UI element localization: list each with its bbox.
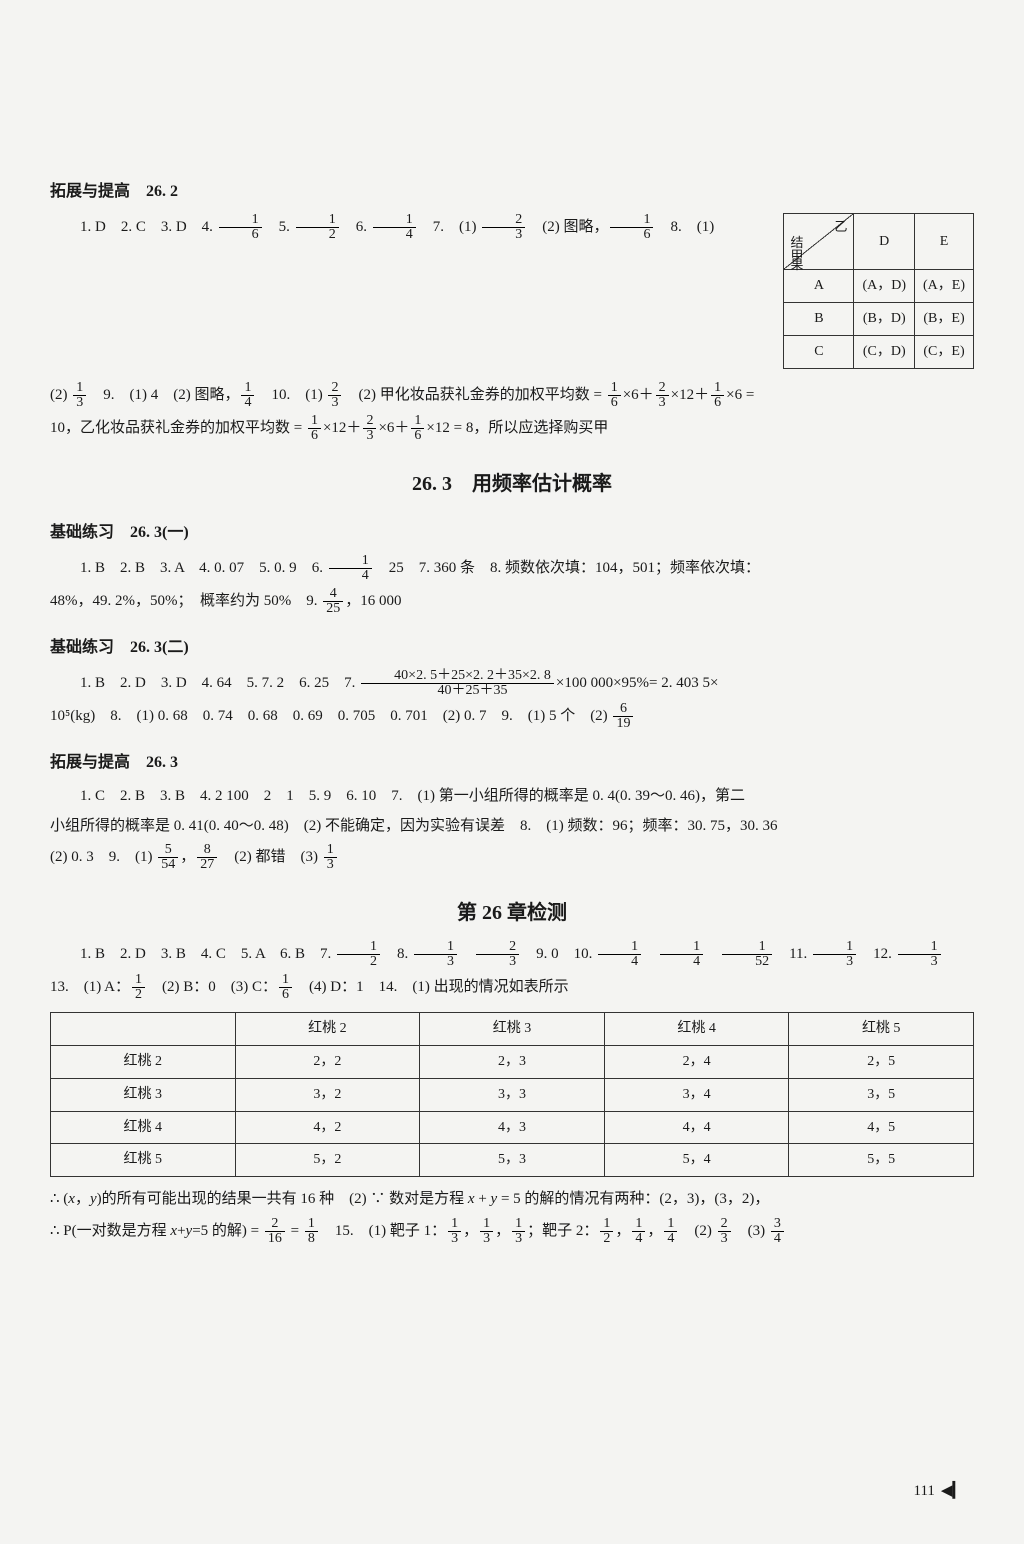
answers-26-2-line2: (2) 13 9. (1) 4 (2) 图略，14 10. (1) 23 (2)…: [50, 381, 974, 410]
table-cell: 5，5: [789, 1144, 974, 1177]
table-cell: 4，5: [789, 1111, 974, 1144]
table-cell: 4，2: [235, 1111, 420, 1144]
ch26-line4: ∴ P(一对数是方程 x+y=5 的解) = 216 = 18 15. (1) …: [50, 1217, 974, 1246]
cell: (C，E): [915, 335, 974, 368]
outcome-table: 红桃 2 红桃 3 红桃 4 红桃 5 红桃 2 2，2 2，3 2，4 2，5…: [50, 1012, 974, 1177]
diag-top: 乙: [834, 216, 847, 238]
pairing-table: 乙 结果 甲 D E A (A，D) (A，E) B (B，D) (B，E) C…: [783, 213, 974, 368]
table-cell: 3，4: [604, 1078, 789, 1111]
table-row-label: 红桃 4: [51, 1111, 236, 1144]
section-title-4: 拓展与提高 26. 3: [50, 749, 974, 776]
table-cell: 3，2: [235, 1078, 420, 1111]
page-number: 111◀▎: [914, 1479, 964, 1505]
table-header: 红桃 2: [235, 1013, 420, 1046]
section-title-2: 基础练习 26. 3(一): [50, 519, 974, 546]
basic-26-3-2-line1: 1. B 2. D 3. D 4. 64 5. 7. 2 6. 25 7. 40…: [50, 669, 974, 698]
row-label: C: [784, 335, 854, 368]
main-title-26-3: 26. 3 用频率估计概率: [50, 467, 974, 501]
page-marker-icon: ◀▎: [941, 1479, 964, 1505]
section-title-1: 拓展与提高 26. 2: [50, 178, 974, 205]
diag-bot: 甲: [790, 245, 803, 267]
table-cell: 2，2: [235, 1045, 420, 1078]
ch26-line1: 1. B 2. D 3. B 4. C 5. A 6. B 7. 12 8. 1…: [50, 940, 974, 969]
basic-26-3-1-line2: 48%，49. 2%，50%； 概率约为 50% 9. 425，16 000: [50, 587, 974, 616]
cell: (B，E): [915, 302, 974, 335]
row-label: B: [784, 302, 854, 335]
table-header: [51, 1013, 236, 1046]
table-row-label: 红桃 3: [51, 1078, 236, 1111]
table-cell: 5，3: [420, 1144, 605, 1177]
cell: (B，D): [854, 302, 915, 335]
cell: (C，D): [854, 335, 915, 368]
table-cell: 5，4: [604, 1144, 789, 1177]
table-cell: 4，3: [420, 1111, 605, 1144]
ch26-line2: 13. (1) A：12 (2) B：0 (3) C：16 (4) D：1 14…: [50, 973, 974, 1002]
table-row-label: 红桃 5: [51, 1144, 236, 1177]
answers-26-2-line3: 10，乙化妆品获礼金券的加权平均数 = 16×12＋23×6＋16×12 = 8…: [50, 414, 974, 443]
table-cell: 2，4: [604, 1045, 789, 1078]
ext-26-3-line2: 小组所得的概率是 0. 41(0. 40～0. 48) (2) 不能确定，因为实…: [50, 814, 974, 840]
basic-26-3-1-line1: 1. B 2. B 3. A 4. 0. 07 5. 0. 9 6. 14 25…: [50, 554, 974, 583]
cell: (A，E): [915, 270, 974, 303]
ch26-line3: ∴ (x，y)的所有可能出现的结果一共有 16 种 (2) ∵ 数对是方程 x …: [50, 1187, 974, 1213]
diag-header: 乙 结果 甲: [784, 214, 854, 270]
table-cell: 2，5: [789, 1045, 974, 1078]
cell: (A，D): [854, 270, 915, 303]
table-cell: 2，3: [420, 1045, 605, 1078]
table-header: 红桃 3: [420, 1013, 605, 1046]
table-cell: 3，5: [789, 1078, 974, 1111]
table-row-label: 红桃 2: [51, 1045, 236, 1078]
table-cell: 3，3: [420, 1078, 605, 1111]
main-title-ch26: 第 26 章检测: [50, 896, 974, 930]
table-header: 红桃 5: [789, 1013, 974, 1046]
ext-26-3-line1: 1. C 2. B 3. B 4. 2 100 2 1 5. 9 6. 10 7…: [50, 784, 974, 810]
basic-26-3-2-line2: 10⁵(kg) 8. (1) 0. 68 0. 74 0. 68 0. 69 0…: [50, 702, 974, 731]
table-cell: 4，4: [604, 1111, 789, 1144]
col-header: D: [854, 214, 915, 270]
table-header: 红桃 4: [604, 1013, 789, 1046]
col-header: E: [915, 214, 974, 270]
table-cell: 5，2: [235, 1144, 420, 1177]
ext-26-3-line3: (2) 0. 3 9. (1) 554，827 (2) 都错 (3) 13: [50, 843, 974, 872]
page: 拓展与提高 26. 2 乙 结果 甲 D E A (A，D) (A，E) B (…: [0, 0, 1024, 1544]
section-title-3: 基础练习 26. 3(二): [50, 634, 974, 661]
